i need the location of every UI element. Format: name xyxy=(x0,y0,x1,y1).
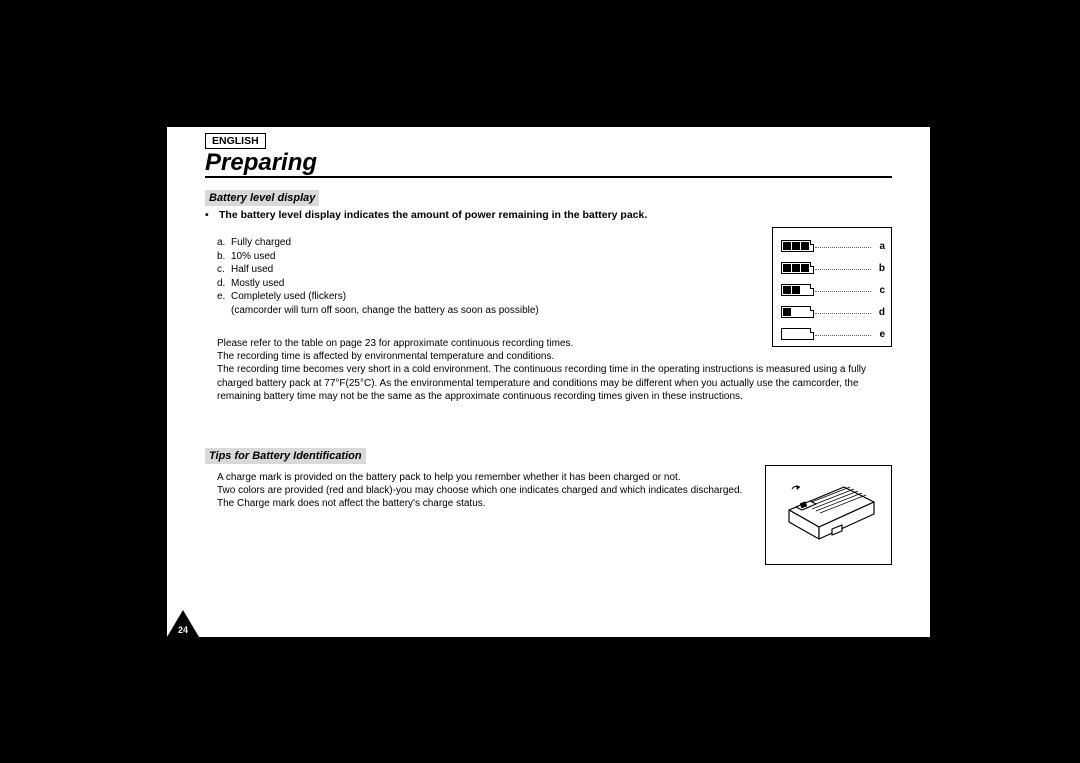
page-number: 24 xyxy=(167,625,199,635)
intro-text: The battery level display indicates the … xyxy=(219,209,647,221)
battery-row-c: c xyxy=(781,280,885,300)
list-item-sub: (camcorder will turn off soon, change th… xyxy=(217,304,539,318)
list-item: a.Fully charged xyxy=(217,236,539,250)
battery-row-d: d xyxy=(781,302,885,322)
section-heading-battery-tips: Tips for Battery Identification xyxy=(205,448,366,464)
battery-icon xyxy=(781,240,811,252)
manual-page: ENGLISH Preparing Battery level display … xyxy=(167,127,930,637)
battery-row-b: b xyxy=(781,258,885,278)
dotted-line-icon xyxy=(815,269,871,270)
para: Two colors are provided (red and black)-… xyxy=(217,484,752,497)
battery-pack-illustration xyxy=(765,465,892,565)
list-item: c.Half used xyxy=(217,263,539,277)
battery-row-a: a xyxy=(781,236,885,256)
list-item: e.Completely used (flickers) xyxy=(217,290,539,304)
battery-icon xyxy=(781,262,811,274)
dotted-line-icon xyxy=(815,247,871,248)
battery-icon xyxy=(781,284,811,296)
battery-icon xyxy=(781,306,811,318)
dotted-line-icon xyxy=(815,335,871,336)
section-heading-battery-level: Battery level display xyxy=(205,190,319,206)
section1-intro: •The battery level display indicates the… xyxy=(205,209,647,221)
para: The recording time becomes very short in… xyxy=(217,363,897,403)
para: A charge mark is provided on the battery… xyxy=(217,471,752,484)
bullet-icon: • xyxy=(205,209,219,221)
divider xyxy=(205,176,892,178)
para: The recording time is affected by enviro… xyxy=(217,350,897,363)
battery-label: a xyxy=(875,241,885,252)
dotted-line-icon xyxy=(815,313,871,314)
para: The Charge mark does not affect the batt… xyxy=(217,497,752,510)
language-label: ENGLISH xyxy=(205,133,266,149)
battery-pack-icon xyxy=(774,475,884,555)
dotted-line-icon xyxy=(815,291,871,292)
battery-label: b xyxy=(875,263,885,274)
page-title: Preparing xyxy=(205,149,317,177)
battery-level-diagram: a b c d e xyxy=(772,227,892,347)
battery-row-e: e xyxy=(781,324,885,344)
battery-label: e xyxy=(875,329,885,340)
battery-icon xyxy=(781,328,811,340)
page-number-badge: 24 xyxy=(167,610,199,637)
section2-body: A charge mark is provided on the battery… xyxy=(217,471,752,511)
list-item: d.Mostly used xyxy=(217,277,539,291)
battery-label: c xyxy=(875,285,885,296)
list-item: b.10% used xyxy=(217,250,539,264)
battery-label: d xyxy=(875,307,885,318)
battery-level-list: a.Fully charged b.10% used c.Half used d… xyxy=(217,236,539,317)
